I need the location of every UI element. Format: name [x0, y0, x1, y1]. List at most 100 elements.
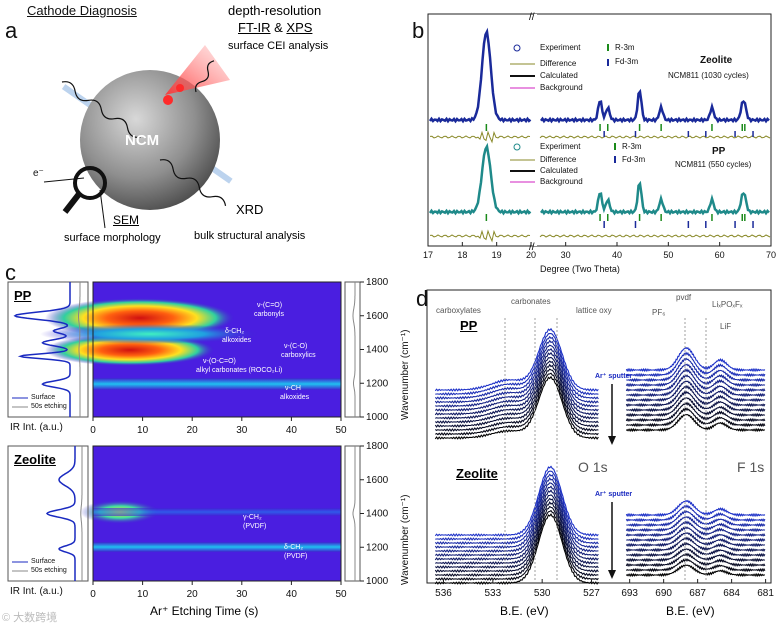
- pp-band-1510: [40, 324, 260, 344]
- zeolite-surface-spectrum: [45, 446, 76, 581]
- b-xtick-label: 17: [423, 250, 433, 260]
- xps-spectrum: [434, 348, 599, 412]
- xps-spectrum: [626, 357, 766, 383]
- xps-spectrum: [625, 536, 766, 553]
- b-xtick-label: 60: [715, 250, 725, 260]
- legend-calculated-2: Calculated: [540, 166, 578, 175]
- ann-gch2-2: (PVDF): [243, 523, 267, 530]
- xps-spectrum: [625, 515, 766, 533]
- xps-spectrum: [435, 372, 599, 436]
- xps-spectrum: [625, 363, 766, 388]
- xps-spectrum: [434, 473, 599, 545]
- legend-experiment-2: Experiment: [540, 142, 581, 151]
- c-legend-surface-2: Surface: [31, 558, 56, 565]
- d-carbonates: carbonates: [511, 297, 551, 306]
- xps-spectrum: [435, 482, 599, 553]
- xps-spectrum: [434, 465, 599, 537]
- zeolite-sample-desc: NCM811 (1030 cycles): [668, 71, 749, 80]
- panel-label-b: b: [412, 18, 425, 43]
- f1s-zeolite-spectra: [625, 499, 766, 578]
- d-lattice-oxy: lattice oxy: [576, 306, 612, 315]
- c-ytick-label: 1400: [366, 345, 389, 356]
- xps-spectrum: [434, 501, 599, 573]
- electron-label: e⁻: [33, 168, 44, 179]
- f1s-pp-spectra: [625, 346, 766, 433]
- legend-fd3m-2: Fd-3m: [622, 155, 646, 164]
- d-o1s-tick-label: 536: [435, 588, 452, 599]
- xps-spectrum: [625, 532, 766, 548]
- pp-difference-series: [429, 229, 771, 243]
- glow-stroke: [61, 84, 99, 112]
- xps-spectrum: [434, 339, 599, 404]
- legend-r3m: R-3m: [615, 43, 635, 52]
- c-xtick-label: 10: [137, 589, 149, 600]
- d-pvdf: pvdf: [676, 293, 692, 302]
- depth-resolution-text: depth-resolution: [228, 3, 322, 18]
- xps-spectrum: [434, 513, 599, 585]
- o1s-zeolite-spectra: [434, 465, 599, 585]
- pp-experiment-series: [428, 142, 770, 216]
- ncm-sphere: [80, 70, 220, 210]
- d-o1s-tick-label: 527: [583, 588, 600, 599]
- spot-2: [176, 84, 184, 92]
- c-xtick-label: 0: [90, 425, 96, 436]
- ftir-text: FT-IR: [238, 20, 271, 35]
- c-ytick-label: 1200: [366, 542, 389, 553]
- d-f1s-tick-label: 687: [689, 588, 706, 599]
- sem-desc: surface morphology: [64, 232, 161, 244]
- c-axis-ticks: 0 0 10 10 20 20 30 30 40 40 50 50 1000 1000 1200 1200 14…: [90, 277, 388, 600]
- zeolite-spectrum-frame: [7, 445, 89, 582]
- xps-spectrum: [435, 494, 599, 565]
- b-xtick-label: 40: [612, 250, 622, 260]
- c-legend-etch: 50s etching: [31, 403, 67, 410]
- technique-line: FT-IR & XPS: [238, 20, 312, 35]
- c-ytick-label: 1800: [366, 441, 389, 452]
- legend-marker-experiment: [513, 44, 521, 52]
- xrd-label: XRD: [236, 202, 264, 217]
- ann-dch2b-1: δ-CH₂: [284, 544, 304, 551]
- legend-experiment: Experiment: [540, 43, 581, 52]
- ann-ch-1: ν-CH: [285, 385, 301, 392]
- xps-spectrum: [435, 333, 599, 396]
- ann-c-o-2: carboxylics: [281, 352, 316, 359]
- pp-surface-spectrum: [13, 282, 71, 417]
- d-f1s-tick-label: 690: [655, 588, 672, 599]
- xps-spectrum: [625, 390, 766, 413]
- d-lixpoyfz: LiₓPOₓFₓ: [712, 300, 743, 309]
- xps-spectrum: [625, 541, 766, 558]
- zeolite-heatmap-frame: [92, 445, 342, 582]
- ann-ch-2: alkoxides: [280, 394, 310, 401]
- xps-spectrum: [625, 557, 766, 573]
- xps-spectrum: [434, 477, 599, 549]
- legend-r3m-2: R-3m: [622, 142, 642, 151]
- zeolite-experiment-series: [428, 27, 770, 124]
- xray-out: [194, 60, 215, 93]
- surface-cei-text: surface CEI analysis: [228, 40, 329, 52]
- xps-spectrum: [434, 360, 599, 424]
- c-xtick-label: 0: [90, 589, 96, 600]
- xps-spectrum: [626, 510, 766, 528]
- legend-fd3m: Fd-3m: [615, 57, 639, 66]
- xrd-desc: bulk structural analysis: [194, 230, 306, 242]
- xps-spectrum: [434, 489, 599, 561]
- ann-oco-2: alkyl carbonates (ROCO₂Li): [196, 367, 283, 374]
- xps-spectrum: [625, 397, 765, 418]
- c-xtick-label: 20: [187, 425, 199, 436]
- panel-d-frame: [426, 289, 772, 584]
- xps-spectrum: [434, 335, 599, 400]
- ftir-beam: [165, 45, 230, 95]
- c-legend-etch-2: 50s etching: [31, 567, 67, 574]
- b-xtick-label: 19: [492, 250, 502, 260]
- b-xtick-label: 70: [766, 250, 776, 260]
- d-pp-label: PP: [460, 318, 478, 333]
- pp-right-spectrum: [352, 282, 356, 417]
- xps-spectrum: [625, 368, 766, 393]
- sputter-arrowhead-bottom: [608, 570, 616, 579]
- d-f1s-tick-label: 693: [621, 588, 638, 599]
- c-legend-surface: Surface: [31, 394, 56, 401]
- electron-arrow: [43, 177, 85, 183]
- c-xlabel: Ar⁺ Etching Time (s): [150, 604, 259, 618]
- c-ytick-label: 1000: [366, 576, 389, 587]
